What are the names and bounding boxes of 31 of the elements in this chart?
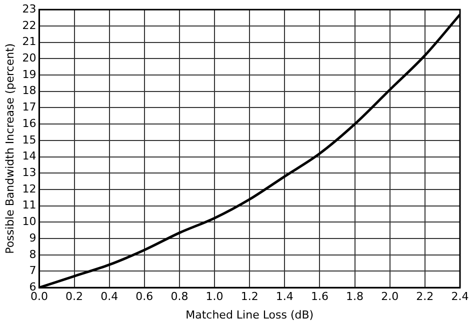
y-tick-label: 12: [22, 182, 36, 196]
x-tick-label: 0.4: [100, 290, 118, 304]
y-tick-label: 17: [22, 100, 36, 114]
x-tick-label: 0.2: [66, 290, 84, 304]
x-tick-label: 1.2: [240, 290, 258, 304]
x-axis-title: Matched Line Loss (dB): [186, 308, 314, 322]
x-tick-label: 1.0: [206, 290, 224, 304]
x-tick-label: 0.8: [170, 290, 188, 304]
y-axis-title: Possible Bandwidth Increase (percent): [3, 43, 16, 254]
y-tick-label: 8: [29, 248, 36, 261]
x-tick-label: 0.6: [136, 290, 154, 304]
y-tick-label: 21: [22, 35, 36, 48]
x-tick-label: 2.0: [381, 290, 399, 304]
x-tick-label: 2.2: [416, 290, 434, 304]
y-tick-label: 19: [22, 68, 36, 81]
y-tick-label: 13: [22, 166, 36, 179]
y-tick-label: 14: [22, 150, 36, 163]
y-tick-label: 9: [29, 231, 36, 244]
y-tick-label: 23: [22, 2, 36, 16]
y-tick-label: 20: [22, 52, 36, 65]
x-tick-label: 1.8: [346, 290, 364, 304]
y-tick-label: 11: [22, 198, 36, 212]
y-tick-label: 18: [22, 84, 36, 98]
y-tick-label: 22: [22, 18, 36, 32]
x-tick-label: 2.4: [451, 290, 469, 304]
y-tick-label: 16: [22, 116, 36, 130]
y-tick-label: 7: [29, 264, 36, 278]
y-tick-label: 15: [22, 133, 36, 146]
y-tick-label: 10: [22, 215, 36, 228]
x-tick-label: 1.4: [276, 290, 294, 304]
x-tick-label: 1.6: [310, 290, 328, 304]
